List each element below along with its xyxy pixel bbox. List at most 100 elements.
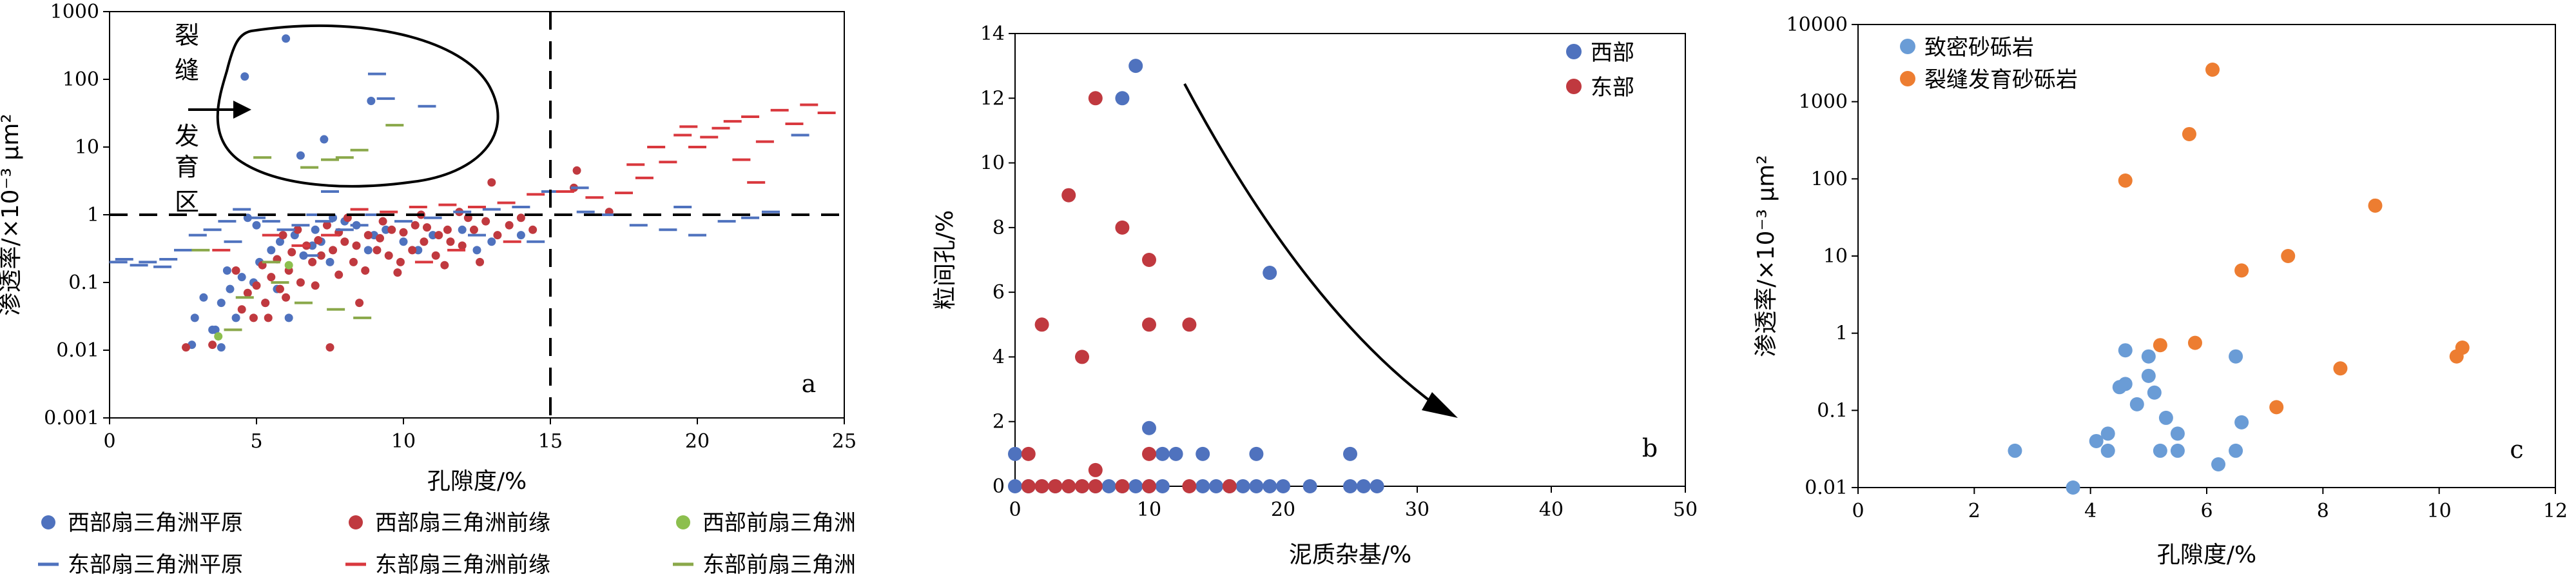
panel-c-point <box>2211 457 2226 471</box>
panel-b-ytick-label: 4 <box>993 346 1005 368</box>
panel-a-point <box>296 151 305 160</box>
panel-c-legend-marker <box>1900 71 1915 86</box>
panel-b-point <box>1235 479 1250 493</box>
panel-a-point <box>217 299 226 308</box>
panel-c-ytick-label: 10000 <box>1787 14 1848 36</box>
panel-c-point <box>2008 443 2022 458</box>
panel-a-point <box>293 225 302 234</box>
panel-b-point <box>1075 350 1089 364</box>
panel-b-point <box>1021 446 1036 461</box>
panel-c-ytick-label: 1 <box>1835 322 1848 345</box>
fracture-zone-label-char: 育 <box>175 153 199 181</box>
panel-b-point <box>1101 479 1116 493</box>
panel-a-ytick-label: 0.01 <box>56 339 99 362</box>
panel-b-ytick-label: 8 <box>993 217 1005 239</box>
panel-a-point <box>182 343 191 352</box>
panel-a-point <box>373 246 382 255</box>
fracture-zone-label-char: 区 <box>175 188 199 216</box>
panel-b-label: b <box>1642 434 1658 462</box>
panel-a-point <box>267 273 276 282</box>
panel-a-ytick-label: 0.001 <box>44 407 99 430</box>
panel-a-point <box>493 231 502 240</box>
panel-a-xtick-label: 20 <box>685 430 710 453</box>
panel-a-point <box>282 34 291 43</box>
panel-c-point <box>2368 198 2383 213</box>
panel-a-point <box>572 166 581 175</box>
panel-a-point <box>378 217 387 226</box>
panel-b-point <box>1008 446 1022 461</box>
panel-c-legend-marker <box>1900 39 1915 54</box>
panel-a-point <box>340 237 349 246</box>
panel-c-ytick-label: 0.1 <box>1817 399 1848 422</box>
panel-c-point <box>2100 426 2115 441</box>
panel-b-point <box>1303 479 1317 493</box>
panel-b-point <box>1088 91 1103 106</box>
panel-c-point <box>2147 385 2162 400</box>
panel-b-point <box>1088 479 1103 493</box>
panel-b-point <box>1115 91 1130 106</box>
panel-a-point <box>320 135 329 144</box>
panel-b-point <box>1182 479 1197 493</box>
panel-b-ylabel-text: 粒间孔/% <box>932 210 958 310</box>
panel-a-legend-label: 东部扇三角洲平原 <box>68 552 243 578</box>
panel-b-point <box>1168 446 1183 461</box>
panel-a-legend-label: 东部扇三角洲前缘 <box>375 552 550 578</box>
panel-a-point <box>284 313 293 322</box>
panel-b-ytick-label: 6 <box>993 281 1005 304</box>
panel-c-point <box>2153 443 2167 458</box>
panel-a-point <box>329 246 338 255</box>
panel-a-point <box>267 246 276 255</box>
panel-b-point <box>1128 479 1143 493</box>
panel-c-point <box>2455 341 2470 355</box>
panel-c-point <box>2170 426 2185 441</box>
panel-a-point <box>367 96 376 105</box>
panel-a-point <box>408 246 417 255</box>
panel-c-xtick-label: 6 <box>2200 500 2213 522</box>
panel-a-legend-label: 西部前扇三角洲 <box>702 510 856 536</box>
panel-a-point <box>487 178 496 187</box>
panel-b-point <box>1075 479 1089 493</box>
panel-a-point <box>363 246 373 255</box>
panel-c-point <box>2170 443 2185 458</box>
panel-a-point <box>352 241 361 250</box>
panel-a-point <box>487 237 496 246</box>
panel-a-point <box>399 237 408 246</box>
panel-b-xlabel: 泥质杂基/% <box>1289 542 1411 568</box>
panel-c-xtick-label: 10 <box>2427 500 2452 522</box>
panel-a-point <box>308 257 317 266</box>
panel-b-legend-marker <box>1566 79 1582 94</box>
panel-a-point <box>334 270 344 279</box>
panel-a-point <box>414 246 423 255</box>
panel-a-point <box>231 313 240 322</box>
panel-a-point <box>282 293 291 302</box>
panel-b-ytick-label: 0 <box>993 475 1005 498</box>
panel-c-point <box>2089 433 2104 448</box>
panel-a-xtick-label: 5 <box>250 430 262 453</box>
panel-a-legend-marker <box>41 515 55 529</box>
panel-c-point <box>2234 415 2249 430</box>
panel-b-point <box>1034 317 1049 332</box>
panel-c-xtick-label: 12 <box>2543 500 2568 522</box>
panel-a-label: a <box>802 370 817 398</box>
panel-b-legend-label: 东部 <box>1591 75 1634 101</box>
panel-a-point <box>308 241 317 250</box>
panel-b-xtick-label: 30 <box>1405 499 1429 521</box>
panel-a-point <box>429 231 438 240</box>
panel-a-point <box>252 281 261 290</box>
panel-b-point <box>1249 479 1264 493</box>
panel-a-ytick-label: 1000 <box>50 1 99 23</box>
panel-a-point <box>275 237 284 246</box>
panel-c-xlabel: 孔隙度/% <box>2157 542 2256 568</box>
panel-a-xlabel: 孔隙度/% <box>427 468 527 495</box>
panel-c-point <box>2129 397 2144 411</box>
fracture-zone-label-char: 裂 <box>175 21 199 50</box>
panel-a-legend-marker <box>349 515 363 529</box>
panel-a-point <box>190 313 199 322</box>
panel-a-point <box>314 236 323 245</box>
panel-a-point <box>237 273 246 282</box>
panel-b-point <box>1182 317 1197 332</box>
panel-a-xtick-label: 10 <box>391 430 416 453</box>
panel-b-point <box>1061 479 1076 493</box>
